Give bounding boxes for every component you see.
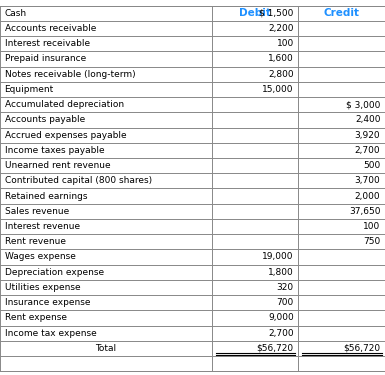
- Text: 500: 500: [363, 161, 380, 170]
- Text: 2,000: 2,000: [355, 192, 380, 201]
- Text: 100: 100: [363, 222, 380, 231]
- Text: Accounts payable: Accounts payable: [5, 116, 85, 124]
- Text: Interest receivable: Interest receivable: [5, 39, 90, 48]
- Text: Accounts receivable: Accounts receivable: [5, 24, 96, 33]
- Text: Retained earnings: Retained earnings: [5, 192, 87, 201]
- Text: Wages expense: Wages expense: [5, 252, 75, 261]
- Text: Debit: Debit: [239, 8, 271, 18]
- Text: 750: 750: [363, 237, 380, 246]
- Text: 700: 700: [276, 298, 294, 307]
- Text: 19,000: 19,000: [262, 252, 294, 261]
- Text: $56,720: $56,720: [343, 344, 380, 353]
- Text: Total: Total: [95, 344, 116, 353]
- Text: Notes receivable (long-term): Notes receivable (long-term): [5, 70, 135, 79]
- Text: 15,000: 15,000: [262, 85, 294, 94]
- Text: Credit: Credit: [324, 8, 360, 18]
- Text: 3,700: 3,700: [355, 176, 380, 185]
- Text: 2,800: 2,800: [268, 70, 294, 79]
- Text: Contributed capital (800 shares): Contributed capital (800 shares): [5, 176, 152, 185]
- Text: $ 1,500: $ 1,500: [259, 9, 294, 18]
- Text: 2,200: 2,200: [268, 24, 294, 33]
- Text: 37,650: 37,650: [349, 207, 380, 216]
- Text: 1,800: 1,800: [268, 268, 294, 277]
- Text: Cash: Cash: [5, 9, 27, 18]
- Text: 2,700: 2,700: [355, 146, 380, 155]
- Text: $ 3,000: $ 3,000: [346, 100, 380, 109]
- Text: Rent revenue: Rent revenue: [5, 237, 65, 246]
- Text: Depreciation expense: Depreciation expense: [5, 268, 104, 277]
- Text: Equipment: Equipment: [5, 85, 54, 94]
- Text: 3,920: 3,920: [355, 130, 380, 140]
- Text: 9,000: 9,000: [268, 314, 294, 322]
- Text: Accrued expenses payable: Accrued expenses payable: [5, 130, 126, 140]
- Text: Prepaid insurance: Prepaid insurance: [5, 54, 86, 63]
- Text: 2,700: 2,700: [268, 328, 294, 338]
- Text: 2,400: 2,400: [355, 116, 380, 124]
- Text: Insurance expense: Insurance expense: [5, 298, 90, 307]
- Text: Sales revenue: Sales revenue: [5, 207, 69, 216]
- Text: 100: 100: [276, 39, 294, 48]
- Text: 1,600: 1,600: [268, 54, 294, 63]
- Text: 320: 320: [277, 283, 294, 292]
- Text: Accumulated depreciation: Accumulated depreciation: [5, 100, 124, 109]
- Text: Interest revenue: Interest revenue: [5, 222, 80, 231]
- Text: Income taxes payable: Income taxes payable: [5, 146, 104, 155]
- Text: $56,720: $56,720: [257, 344, 294, 353]
- Text: Utilities expense: Utilities expense: [5, 283, 80, 292]
- Text: Income tax expense: Income tax expense: [5, 328, 96, 338]
- Text: Unearned rent revenue: Unearned rent revenue: [5, 161, 110, 170]
- Text: Rent expense: Rent expense: [5, 314, 67, 322]
